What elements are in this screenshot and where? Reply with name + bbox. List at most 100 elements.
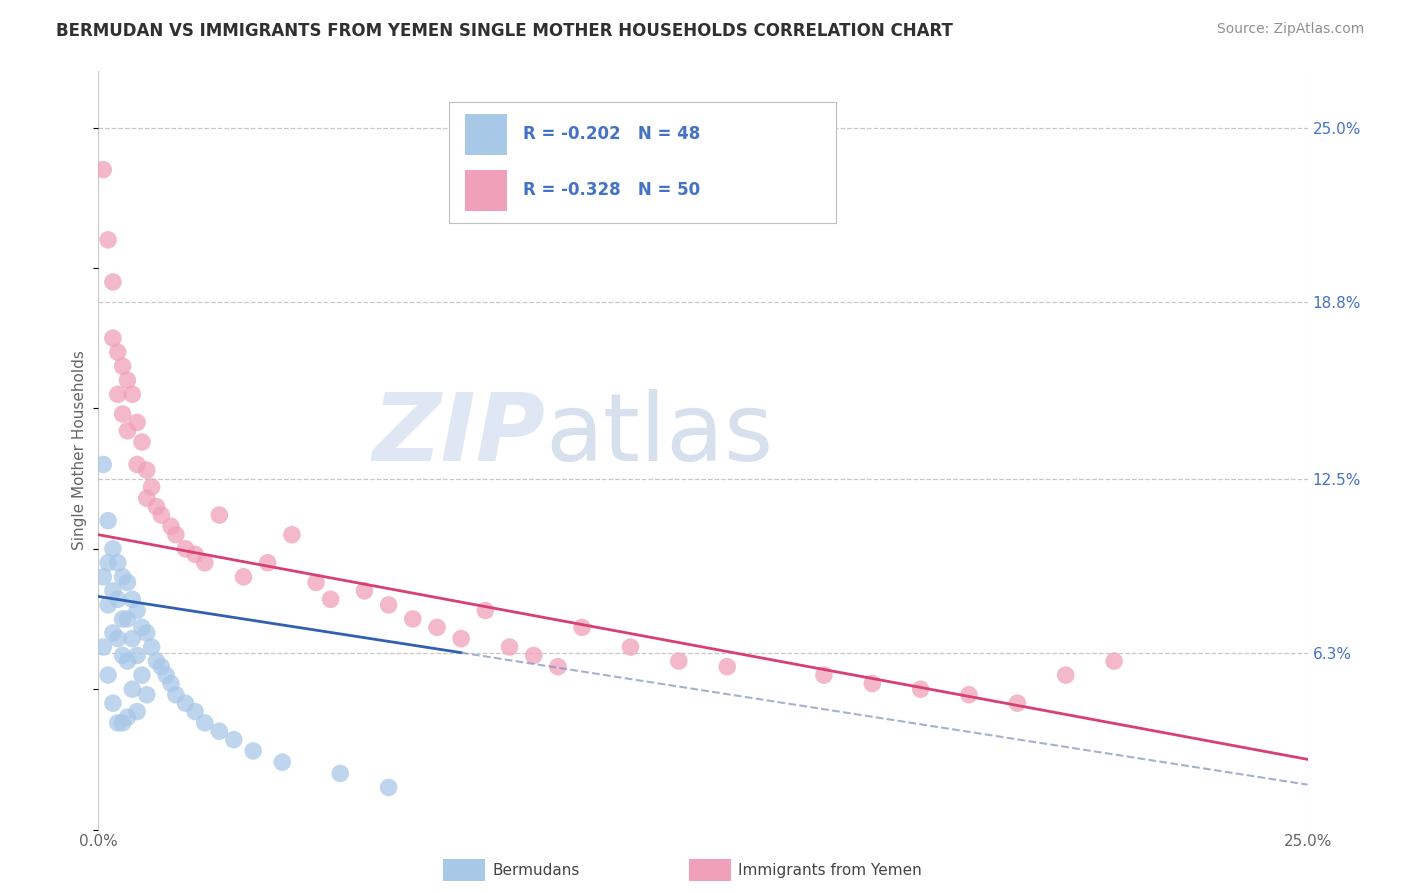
- Point: [426, 620, 449, 634]
- Point: [111, 715, 134, 730]
- Point: [271, 755, 294, 769]
- Point: [107, 592, 129, 607]
- Point: [97, 668, 120, 682]
- Point: [111, 612, 134, 626]
- Point: [135, 491, 157, 506]
- Point: [523, 648, 546, 663]
- Point: [571, 620, 593, 634]
- Point: [194, 715, 217, 730]
- Text: ZIP: ZIP: [373, 389, 546, 482]
- Point: [498, 640, 520, 654]
- Point: [281, 527, 304, 541]
- Point: [155, 668, 177, 682]
- Point: [91, 162, 114, 177]
- Point: [117, 612, 139, 626]
- Point: [353, 583, 375, 598]
- Text: BERMUDAN VS IMMIGRANTS FROM YEMEN SINGLE MOTHER HOUSEHOLDS CORRELATION CHART: BERMUDAN VS IMMIGRANTS FROM YEMEN SINGLE…: [56, 22, 953, 40]
- Point: [242, 744, 264, 758]
- Point: [121, 387, 143, 401]
- Point: [184, 705, 207, 719]
- Point: [127, 705, 149, 719]
- Point: [121, 592, 143, 607]
- Point: [131, 620, 153, 634]
- Point: [117, 654, 139, 668]
- Point: [377, 780, 399, 795]
- Point: [668, 654, 690, 668]
- Text: Immigrants from Yemen: Immigrants from Yemen: [738, 863, 922, 878]
- Point: [208, 724, 231, 739]
- Point: [474, 603, 496, 617]
- Point: [117, 424, 139, 438]
- Point: [860, 676, 883, 690]
- Point: [150, 659, 173, 673]
- Point: [222, 732, 245, 747]
- Point: [450, 632, 472, 646]
- Point: [160, 519, 183, 533]
- Y-axis label: Single Mother Households: Single Mother Households: [72, 351, 87, 550]
- Point: [319, 592, 342, 607]
- Point: [101, 696, 124, 710]
- Point: [127, 458, 149, 472]
- Point: [174, 541, 197, 556]
- Point: [910, 682, 932, 697]
- Point: [107, 387, 129, 401]
- Point: [716, 659, 738, 673]
- Point: [101, 626, 124, 640]
- Point: [121, 682, 143, 697]
- Point: [160, 676, 183, 690]
- Point: [165, 527, 187, 541]
- Point: [256, 556, 278, 570]
- Point: [145, 500, 167, 514]
- Point: [131, 435, 153, 450]
- Point: [402, 612, 425, 626]
- Point: [135, 463, 157, 477]
- Point: [329, 766, 352, 780]
- Point: [813, 668, 835, 682]
- Point: [107, 345, 129, 359]
- Point: [97, 233, 120, 247]
- Point: [107, 556, 129, 570]
- Point: [135, 688, 157, 702]
- Point: [127, 648, 149, 663]
- Point: [107, 715, 129, 730]
- Point: [117, 373, 139, 387]
- Point: [91, 458, 114, 472]
- Point: [619, 640, 641, 654]
- Text: Source: ZipAtlas.com: Source: ZipAtlas.com: [1216, 22, 1364, 37]
- Point: [91, 570, 114, 584]
- Point: [141, 640, 163, 654]
- Point: [194, 556, 217, 570]
- Point: [1007, 696, 1029, 710]
- Point: [101, 331, 124, 345]
- Point: [145, 654, 167, 668]
- Point: [111, 359, 134, 374]
- Point: [91, 640, 114, 654]
- Point: [101, 275, 124, 289]
- Point: [184, 547, 207, 561]
- Text: Bermudans: Bermudans: [492, 863, 579, 878]
- Point: [101, 541, 124, 556]
- Point: [957, 688, 980, 702]
- Point: [127, 416, 149, 430]
- Point: [121, 632, 143, 646]
- Point: [97, 598, 120, 612]
- Point: [101, 583, 124, 598]
- Point: [97, 514, 120, 528]
- Point: [165, 688, 187, 702]
- Point: [232, 570, 254, 584]
- Point: [111, 407, 134, 421]
- Point: [111, 648, 134, 663]
- Point: [1102, 654, 1125, 668]
- Point: [305, 575, 328, 590]
- Point: [208, 508, 231, 522]
- Point: [131, 668, 153, 682]
- Point: [174, 696, 197, 710]
- Point: [117, 575, 139, 590]
- Point: [135, 626, 157, 640]
- Point: [111, 570, 134, 584]
- Point: [1054, 668, 1077, 682]
- Point: [117, 710, 139, 724]
- Point: [141, 480, 163, 494]
- Point: [377, 598, 399, 612]
- Point: [107, 632, 129, 646]
